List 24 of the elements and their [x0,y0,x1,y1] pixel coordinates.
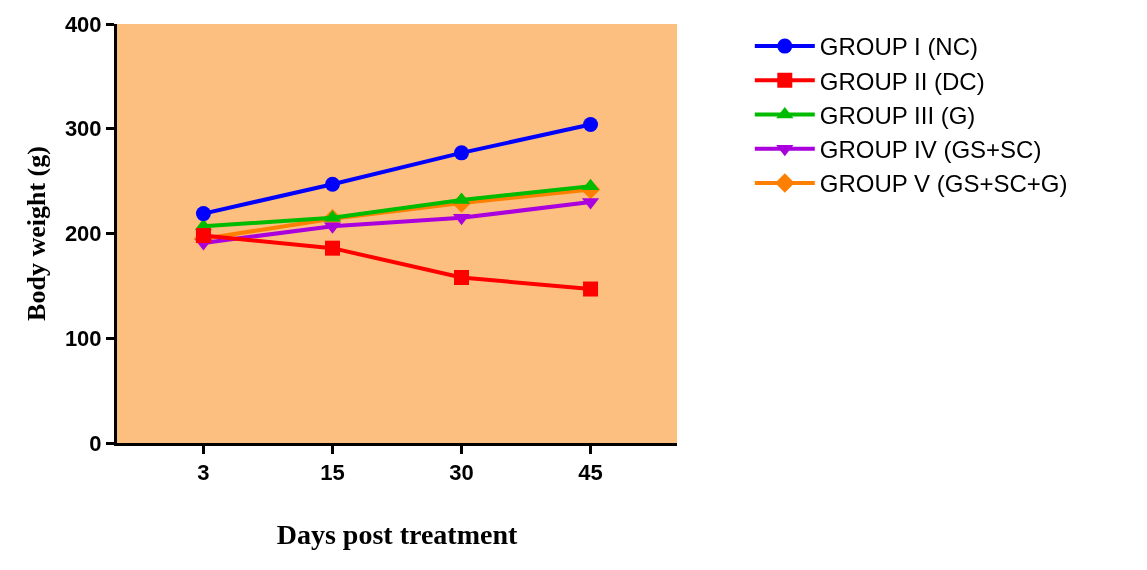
x-axis-title: Days post treatment [276,518,518,550]
legend-label: GROUP III (G) [819,101,976,129]
y-tick-label: 100 [64,325,102,351]
point [324,176,340,192]
legend-label: GROUP I (NC) [819,33,979,61]
y-tick-label: 200 [64,221,102,247]
point [324,240,340,256]
x-tick-label: 15 [320,460,345,486]
point [583,281,599,297]
point [195,206,211,222]
x-tick-label: 3 [197,460,210,486]
point [195,228,211,244]
point [454,270,470,285]
y-tick-label: 400 [64,11,102,37]
legend-label: GROUP IV (GS+SC) [819,136,1042,164]
point [583,117,599,133]
y-tick-label: 300 [64,116,102,142]
legend-label: GROUP V (GS+SC+G) [819,170,1068,198]
y-tick-label: 0 [89,430,102,456]
x-tick-label: 45 [578,460,603,486]
y-axis-title: Body weight (g) [22,146,52,321]
x-tick-label: 30 [449,460,474,486]
point [454,145,470,161]
legend-label: GROUP II (DC) [819,67,985,95]
